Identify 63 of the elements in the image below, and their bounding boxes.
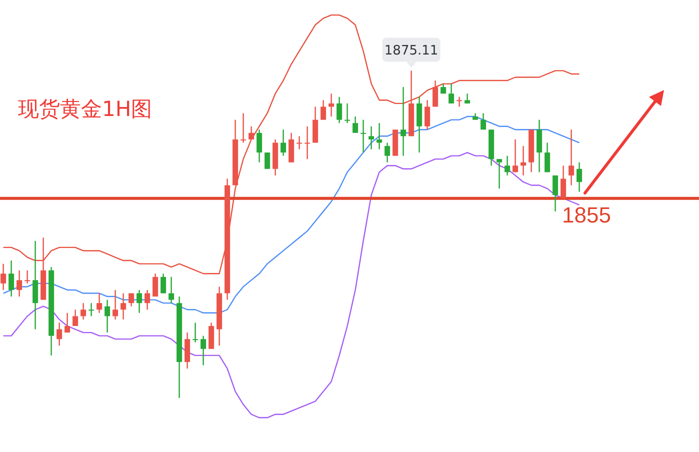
annotation: 1855 xyxy=(562,202,611,228)
candlestick xyxy=(96,292,102,314)
candlestick xyxy=(320,100,326,120)
text: 现货黄金1H图 xyxy=(18,97,152,121)
candlestick xyxy=(88,302,94,317)
candlestick xyxy=(32,240,38,330)
annotation: 1875.11 xyxy=(384,44,438,59)
candlestick xyxy=(72,309,78,327)
candlestick xyxy=(168,276,174,304)
candlestick xyxy=(256,129,262,163)
candlestick xyxy=(536,119,542,173)
candlestick xyxy=(456,96,462,108)
candlestick xyxy=(448,83,454,104)
candlestick xyxy=(568,129,574,186)
candlestick xyxy=(200,335,206,366)
candlestick xyxy=(8,260,14,298)
candlestick xyxy=(64,312,70,334)
candlestick xyxy=(560,165,566,199)
candlestick xyxy=(576,162,582,192)
candlestick xyxy=(0,263,6,291)
candlestick xyxy=(280,129,286,156)
candlestick xyxy=(16,270,22,298)
candlestick xyxy=(368,126,374,150)
candlestick xyxy=(160,273,166,294)
candlestick xyxy=(152,273,158,298)
candlestick xyxy=(336,96,342,124)
candlestick xyxy=(376,122,382,150)
candlestick xyxy=(552,174,558,212)
candlestick xyxy=(512,138,518,173)
candlestick xyxy=(304,126,310,160)
candlestick xyxy=(240,112,246,144)
candlestick xyxy=(288,132,294,163)
candlestick xyxy=(352,116,358,134)
candlestick xyxy=(432,80,438,108)
candlestick xyxy=(24,270,30,284)
candlestick xyxy=(496,158,502,190)
candlestick xyxy=(80,302,86,320)
candlestick xyxy=(544,142,550,173)
candlestick xyxy=(128,292,134,307)
candlestick xyxy=(464,93,470,104)
candlestick xyxy=(424,100,430,130)
candlestick xyxy=(120,292,126,320)
candlestick xyxy=(416,96,422,154)
candlestick xyxy=(264,152,270,170)
candlestick xyxy=(520,145,526,176)
candlestick xyxy=(312,106,318,144)
candlestick xyxy=(400,86,406,156)
candlestick xyxy=(328,93,334,118)
candlestick xyxy=(384,142,390,163)
candlestick xyxy=(192,322,198,343)
candlestick xyxy=(504,155,510,176)
candlestick xyxy=(296,136,302,150)
candlestick xyxy=(248,126,254,140)
candlestick xyxy=(56,322,62,346)
candlestick xyxy=(360,119,366,154)
candlestick xyxy=(344,102,350,124)
candlestick xyxy=(480,112,486,130)
candlestick xyxy=(104,299,110,334)
candlestick xyxy=(112,289,118,320)
candlestick xyxy=(136,289,142,314)
candlestick xyxy=(184,332,190,370)
candlestick xyxy=(208,322,214,350)
candlestick xyxy=(144,289,150,310)
